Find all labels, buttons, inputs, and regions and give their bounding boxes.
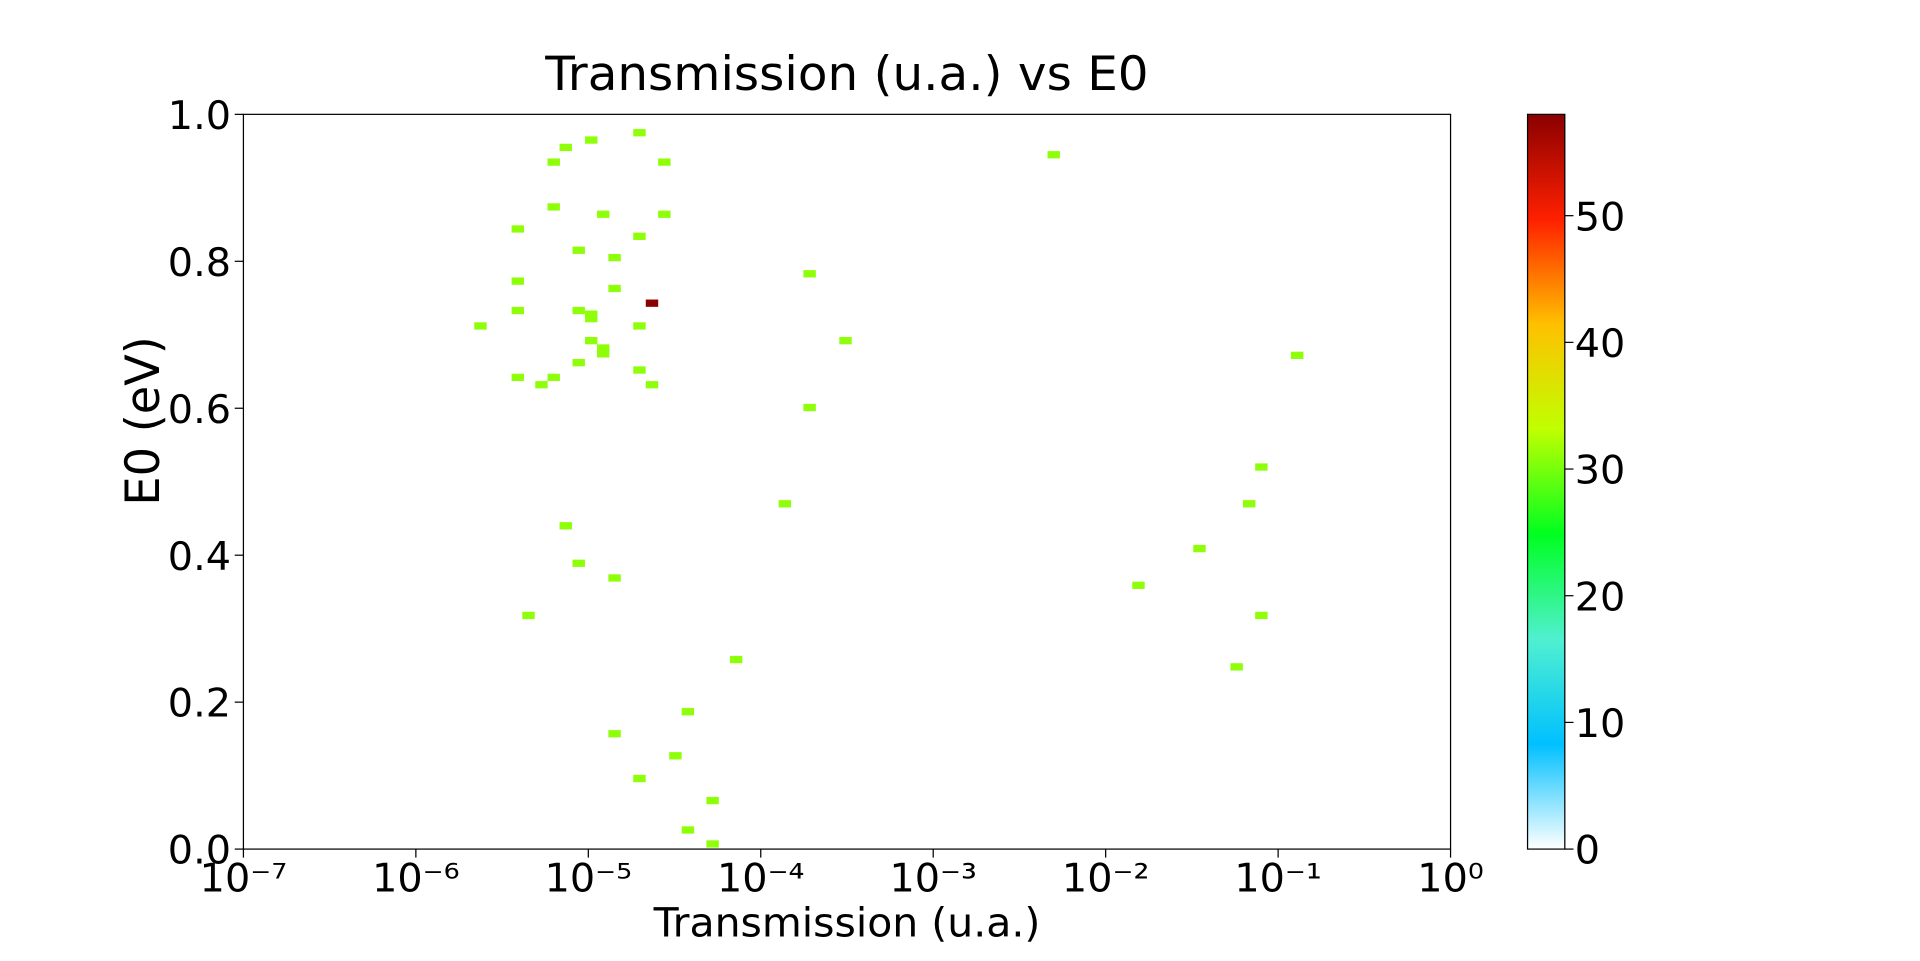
histogram-cell <box>572 359 585 367</box>
x-tick-label: 10⁻⁷ <box>200 856 287 902</box>
colorbar-tick-label: 40 <box>1575 321 1626 367</box>
colorbar-tick-label: 30 <box>1575 448 1626 494</box>
x-tick-label: 10⁻⁶ <box>372 856 459 902</box>
histogram-cell <box>669 752 682 760</box>
histogram-cell <box>1230 663 1243 671</box>
histogram-cell <box>633 129 646 137</box>
histogram-cell <box>681 708 695 716</box>
histogram-cell <box>633 366 646 374</box>
histogram-cell <box>633 322 646 330</box>
histogram-cell <box>585 136 598 144</box>
histogram-cell <box>1047 151 1060 159</box>
x-tick-label: 10⁻² <box>1062 856 1149 902</box>
histogram-cell <box>547 373 560 382</box>
colorbar-tick-label: 10 <box>1575 701 1626 747</box>
histogram-cell <box>803 403 816 412</box>
x-tick-label: 10⁻³ <box>889 856 976 902</box>
x-tick-label: 10⁻⁵ <box>545 856 632 902</box>
y-tick-label: 0.6 <box>168 387 231 433</box>
chart-title: Transmission (u.a.) vs E0 <box>544 47 1148 101</box>
histogram-cell <box>706 840 719 848</box>
histogram-cell <box>596 350 610 358</box>
plot-frame <box>242 113 1452 850</box>
histogram-cell <box>1255 463 1268 471</box>
histogram-cell <box>474 322 487 330</box>
x-tick-label: 10⁻⁴ <box>717 856 804 902</box>
histogram-cell <box>658 210 671 218</box>
histogram-cell <box>839 336 852 345</box>
histogram-cell <box>778 500 792 508</box>
histogram-cell <box>535 381 548 389</box>
x-axis-label: Transmission (u.a.) <box>653 899 1041 947</box>
histogram-cell <box>803 270 816 278</box>
histogram-cell <box>559 143 572 152</box>
histogram-cell <box>633 232 646 240</box>
histogram-cell <box>608 730 621 738</box>
histogram-cell <box>1193 544 1206 553</box>
colorbar-tick-label: 0 <box>1575 828 1600 874</box>
histogram-cell <box>596 344 610 352</box>
histogram-cell <box>585 336 598 345</box>
colorbar-tick-label: 50 <box>1575 195 1626 241</box>
histogram-cell <box>658 158 671 166</box>
colorbar <box>1526 113 1566 850</box>
histogram-cell <box>522 611 535 620</box>
y-axis-label: E0 (eV) <box>117 336 172 505</box>
histogram-cell <box>547 203 560 211</box>
histogram-cell <box>572 306 585 315</box>
x-tick-label: 10⁻¹ <box>1234 856 1321 902</box>
histogram-cell <box>511 306 525 315</box>
x-tick-label: 10⁰ <box>1417 856 1483 902</box>
histogram-cell <box>585 314 598 323</box>
histogram-cell <box>572 559 585 567</box>
histogram-cell <box>645 299 659 307</box>
histogram-cell <box>559 522 572 530</box>
histogram-cell <box>608 284 621 293</box>
y-tick-label: 0.0 <box>168 828 231 874</box>
histogram-cell <box>608 253 621 262</box>
histogram-cell <box>633 774 646 783</box>
histogram-cell <box>608 574 621 582</box>
histogram-cell <box>585 310 598 318</box>
colorbar-tick-label: 20 <box>1575 575 1626 621</box>
histogram-cell <box>1290 351 1304 359</box>
histogram-cell <box>572 246 585 254</box>
histogram-cell <box>645 381 659 389</box>
histogram-cell <box>706 796 719 805</box>
histogram-cell <box>729 655 743 664</box>
y-tick-label: 0.8 <box>168 240 231 286</box>
histogram-cell <box>511 225 525 233</box>
y-tick-label: 0.4 <box>168 534 231 580</box>
histogram-cell <box>596 210 610 218</box>
histogram-cell <box>511 373 525 382</box>
histogram-cell <box>681 826 695 834</box>
y-tick-label: 1.0 <box>168 93 231 139</box>
histogram-cell <box>1132 581 1145 589</box>
histogram-cell <box>511 277 525 285</box>
histogram-cell <box>1255 611 1268 620</box>
histogram-cell <box>547 158 560 166</box>
histogram-cell <box>1243 500 1256 508</box>
y-tick-label: 0.2 <box>168 681 231 727</box>
